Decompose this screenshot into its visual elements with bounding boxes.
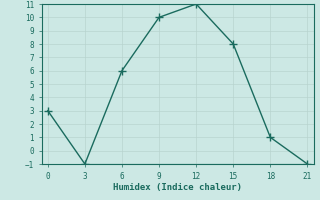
X-axis label: Humidex (Indice chaleur): Humidex (Indice chaleur)	[113, 183, 242, 192]
